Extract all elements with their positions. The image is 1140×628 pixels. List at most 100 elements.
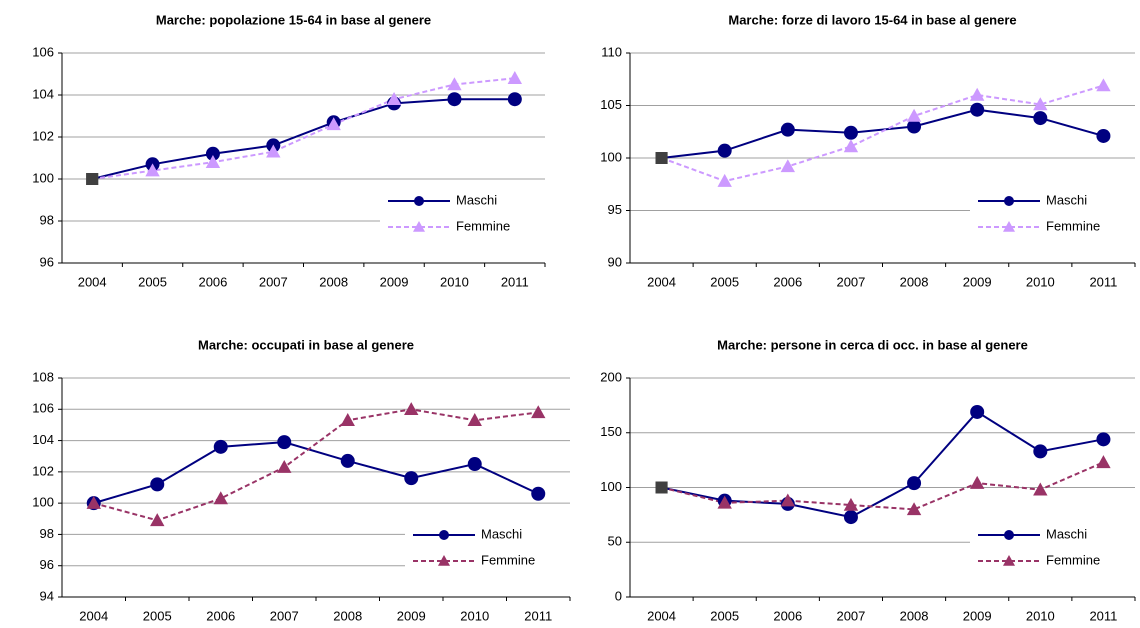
x-tick-label: 2008 (900, 608, 929, 623)
point (150, 513, 165, 527)
point (205, 146, 220, 161)
legend-label: Maschi (1046, 192, 1087, 207)
x-tick-label: 2006 (198, 274, 227, 289)
chart-title: Marche: occupati in base al genere (198, 337, 414, 352)
x-tick-label: 2011 (501, 274, 529, 289)
point (780, 122, 795, 137)
series-line (661, 410, 1104, 519)
legend-label: Femmine (1046, 218, 1100, 233)
y-tick-label: 100 (32, 495, 54, 510)
y-tick-label: 100 (32, 170, 54, 185)
x-tick-label: 2004 (78, 274, 107, 289)
point (277, 459, 292, 473)
point (1033, 97, 1048, 111)
x-tick-label: 2011 (524, 608, 552, 623)
point (970, 404, 985, 419)
y-tick-label: 90 (608, 254, 622, 269)
x-tick-label: 2010 (1026, 274, 1055, 289)
point (531, 486, 546, 501)
point (414, 196, 424, 206)
series-line (93, 441, 539, 505)
x-tick-label: 2011 (1089, 274, 1117, 289)
point (1033, 482, 1048, 496)
chart-title: Marche: forze di lavoro 15-64 in base al… (728, 12, 1016, 27)
legend-box (970, 181, 1135, 243)
x-tick-label: 2009 (380, 274, 409, 289)
point (1033, 444, 1048, 459)
y-tick-label: 94 (40, 588, 54, 603)
x-tick-label: 2007 (259, 274, 288, 289)
point (404, 471, 419, 486)
point (438, 555, 450, 566)
point (1003, 555, 1015, 566)
legend-label: Maschi (1046, 526, 1087, 541)
point (326, 117, 341, 131)
point (717, 495, 732, 509)
point (843, 139, 859, 153)
x-tick-label: 2004 (647, 274, 676, 289)
x-tick-label: 2008 (900, 274, 929, 289)
point (1096, 432, 1111, 447)
point (843, 497, 859, 511)
point (507, 92, 522, 107)
point (906, 108, 922, 122)
point (717, 143, 732, 158)
y-tick-label: 96 (40, 557, 54, 572)
legend-box (405, 515, 570, 577)
point (1096, 455, 1111, 469)
y-tick-label: 95 (608, 202, 622, 217)
x-tick-label: 2009 (397, 608, 426, 623)
x-tick-label: 2010 (440, 274, 469, 289)
point (266, 144, 281, 158)
point (780, 159, 796, 173)
point (655, 152, 668, 164)
point (277, 435, 292, 450)
point (340, 413, 355, 426)
legend-label: Femmine (1046, 552, 1100, 567)
y-tick-label: 50 (608, 534, 622, 549)
x-tick-label: 2005 (710, 274, 739, 289)
legend-label: Femmine (481, 552, 535, 567)
point (655, 481, 668, 494)
y-tick-label: 106 (32, 401, 54, 416)
series-line (92, 77, 515, 180)
x-tick-label: 2008 (319, 274, 348, 289)
y-tick-label: 102 (32, 463, 54, 478)
point (1003, 221, 1015, 232)
series-line (661, 84, 1104, 183)
y-tick-label: 100 (600, 479, 622, 494)
series-line (91, 98, 515, 180)
legend-box (380, 181, 545, 243)
y-tick-label: 200 (600, 369, 622, 384)
x-tick-label: 2008 (333, 608, 362, 623)
point (906, 502, 922, 516)
point (1004, 196, 1014, 206)
point (969, 87, 985, 101)
point (447, 92, 462, 107)
point (843, 510, 858, 525)
y-tick-label: 98 (40, 212, 54, 227)
y-tick-label: 98 (40, 526, 54, 541)
point (717, 173, 732, 187)
point (413, 221, 425, 232)
x-tick-label: 2010 (1026, 608, 1055, 623)
point (213, 439, 228, 454)
y-tick-label: 110 (601, 44, 622, 59)
point (1096, 128, 1111, 143)
point (404, 402, 419, 416)
chart-title: Marche: persone in cerca di occ. in base… (717, 337, 1028, 352)
point (213, 491, 228, 505)
point (439, 530, 449, 540)
point (969, 475, 985, 489)
point (907, 476, 922, 491)
point (205, 155, 221, 168)
legend-label: Maschi (456, 192, 497, 207)
x-tick-label: 2005 (710, 608, 739, 623)
x-tick-label: 2006 (773, 274, 802, 289)
y-tick-label: 104 (32, 86, 54, 101)
y-tick-label: 96 (40, 254, 54, 269)
point (447, 77, 462, 91)
legend-label: Maschi (481, 526, 522, 541)
x-tick-label: 2005 (143, 608, 172, 623)
